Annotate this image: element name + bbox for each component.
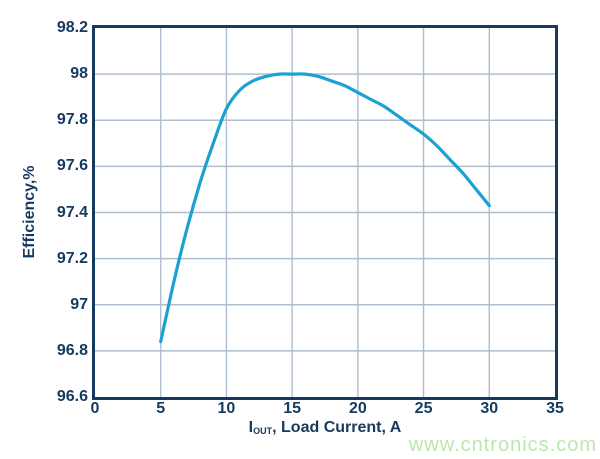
y-tick-label: 97.8	[56, 111, 88, 129]
y-tick-label: 97.6	[56, 157, 88, 175]
x-axis-title: IOUT, Load Current, A	[249, 419, 402, 437]
efficiency-curve-svg	[95, 28, 555, 397]
x-tick-label: 20	[348, 400, 367, 417]
y-tick-label: 97.4	[56, 203, 88, 221]
y-tick-label: 97	[70, 295, 88, 313]
x-tick-label: 25	[414, 400, 433, 417]
efficiency-curve	[159, 72, 491, 344]
x-tick-label: 30	[480, 400, 499, 417]
y-axis-title: Efficiency,%	[21, 165, 38, 259]
y-tick-label: 98	[70, 65, 88, 83]
x-axis-title-rest: , Load Current, A	[272, 419, 402, 436]
x-tick-label: 35	[546, 400, 564, 417]
watermark-text: www.cntronics.com	[408, 434, 597, 456]
x-tick-label: 0	[90, 400, 100, 417]
x-tick-label: 10	[217, 400, 236, 417]
x-tick-label: 5	[156, 400, 166, 417]
plot-area	[92, 25, 558, 400]
x-axis-title-symbol: I	[248, 419, 254, 436]
y-tick-label: 96.8	[56, 341, 88, 359]
y-tick-label: 98.2	[56, 19, 88, 36]
y-tick-label: 97.2	[56, 249, 88, 267]
x-axis-title-subscript: OUT	[253, 426, 273, 436]
x-tick-label: 15	[283, 400, 302, 417]
y-tick-label: 96.6	[56, 388, 88, 405]
